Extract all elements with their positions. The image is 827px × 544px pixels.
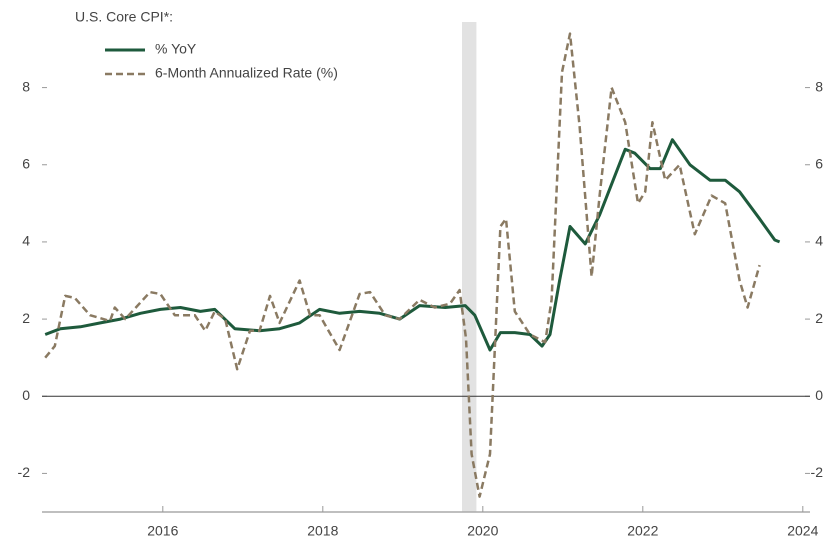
y2-tick-label: -2 — [811, 464, 824, 480]
y2-tick-label: 4 — [815, 233, 823, 249]
x-tick-label: 2024 — [787, 523, 818, 539]
y2-tick-label: 6 — [815, 155, 823, 171]
y2-tick-label: 8 — [815, 78, 823, 94]
x-tick-label: 2022 — [627, 523, 658, 539]
legend-label: % YoY — [155, 41, 197, 57]
x-tick-label: 2016 — [147, 523, 178, 539]
y2-tick-label: 0 — [815, 387, 823, 403]
legend-label: 6-Month Annualized Rate (%) — [155, 65, 338, 81]
x-tick-label: 2020 — [467, 523, 498, 539]
x-tick-label: 2018 — [307, 523, 338, 539]
y-tick-label: 4 — [22, 233, 30, 249]
y-tick-label: 8 — [22, 78, 30, 94]
series-line — [44, 32, 761, 498]
chart-title: U.S. Core CPI*: — [75, 9, 173, 25]
series-line — [44, 138, 781, 352]
y-tick-label: 0 — [22, 387, 30, 403]
y-tick-label: -2 — [18, 464, 31, 480]
y-tick-label: 2 — [22, 310, 30, 326]
y-tick-label: 6 — [22, 155, 30, 171]
y2-tick-label: 2 — [815, 310, 823, 326]
recession-band — [462, 22, 477, 512]
